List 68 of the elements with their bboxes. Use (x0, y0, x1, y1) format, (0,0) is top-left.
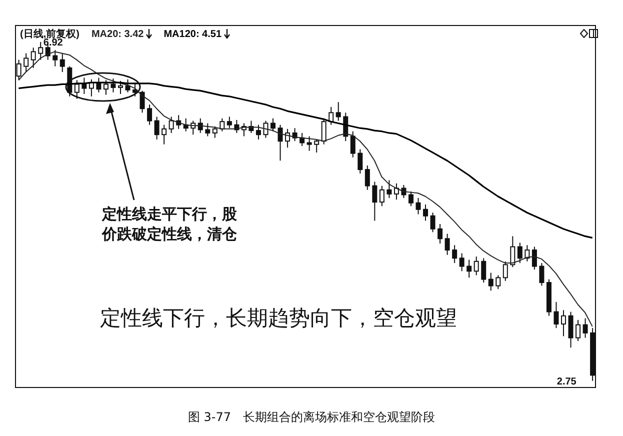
candlestick (510, 236, 516, 268)
candlestick (226, 116, 232, 129)
candlestick (328, 106, 334, 126)
candlestick (394, 182, 399, 200)
candlestick (561, 310, 566, 337)
candlestick (496, 274, 501, 290)
candlestick (212, 126, 218, 138)
candlestick (372, 181, 378, 222)
candlestick (423, 204, 428, 222)
candlestick (364, 164, 370, 190)
candlestick (554, 302, 559, 329)
candlestick (438, 224, 443, 244)
text: MA120: 4.51 (164, 28, 222, 40)
candlestick (568, 311, 574, 348)
candlestick (466, 259, 472, 278)
candlestick (140, 90, 145, 114)
candlestick (314, 138, 320, 153)
candlestick (168, 116, 174, 134)
candlestick (582, 318, 588, 338)
candlestick (103, 80, 108, 96)
candlestick (162, 124, 167, 145)
candlestick (118, 80, 123, 94)
candlestick (452, 244, 458, 264)
candlestick (481, 258, 486, 284)
candlestick (379, 185, 384, 207)
candlestick (38, 41, 44, 60)
candlestick (416, 198, 421, 215)
candlestick (488, 272, 494, 292)
candlestick (386, 180, 392, 199)
candlestick (350, 130, 356, 158)
candlestick (270, 118, 276, 132)
text: (日线,前复权) (20, 28, 80, 40)
candlestick (147, 104, 152, 126)
candlestick (502, 260, 508, 282)
candlestick (263, 120, 268, 138)
candlestick (459, 252, 464, 272)
candlestick (444, 233, 450, 256)
candlestick (430, 212, 436, 233)
candlestick (205, 122, 210, 137)
candlestick (24, 52, 29, 73)
candlestick (220, 118, 225, 132)
candlestick (30, 47, 36, 68)
candlestick (52, 50, 58, 67)
candlestick (74, 80, 80, 100)
candlestick (539, 262, 544, 286)
candlestick (576, 319, 581, 342)
text: 图 3-77 长期组合的离场标准和空仓观望阶段 (186, 409, 436, 426)
candlestick (532, 246, 537, 270)
annotation: 定性线走平下行，股价跌破定性线，清仓 (102, 204, 244, 244)
candlestick (358, 148, 363, 174)
candlestick (524, 244, 530, 262)
candlestick (474, 256, 479, 276)
candlestick (278, 124, 283, 162)
candlestick (256, 124, 261, 140)
candlestick (306, 136, 312, 152)
text: MA20: 3.42 (91, 28, 144, 40)
candlestick (125, 78, 130, 93)
candlestick (154, 116, 160, 140)
candlestick (321, 118, 326, 145)
candlestick (110, 78, 116, 93)
annotation: 6.92 (43, 37, 64, 48)
candlestick (60, 52, 65, 73)
candlestick (82, 77, 87, 94)
annotation: 定性线下行，长期趋势向下，空仓观望 (100, 304, 457, 332)
annotation: 2.75 (556, 376, 577, 388)
candlestick (408, 191, 414, 207)
candlestick (336, 102, 341, 122)
candlestick (517, 242, 522, 264)
